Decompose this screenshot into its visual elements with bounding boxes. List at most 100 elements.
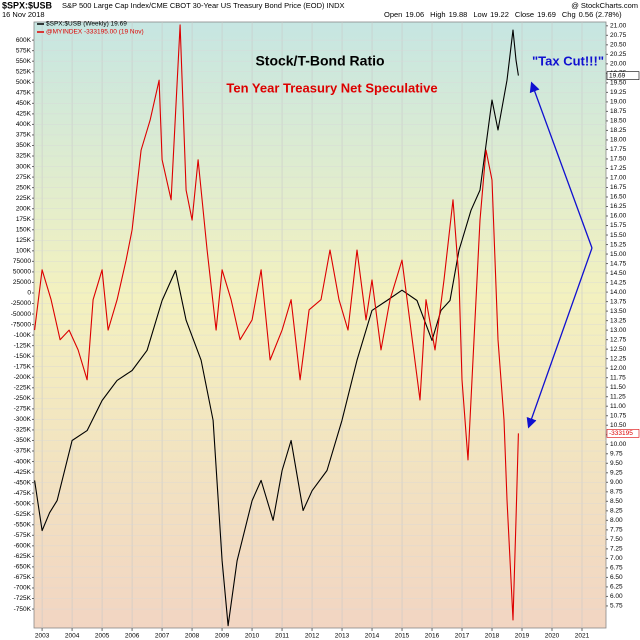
y-tick-label: -475K (14, 490, 32, 497)
x-tick-label: 2018 (485, 633, 500, 640)
y2-tick-label: 10.75 (610, 412, 627, 419)
y-tick-label: -675K (14, 574, 32, 581)
y2-tick-label: 5.75 (610, 603, 623, 610)
y2-tick-label: 18.50 (610, 118, 627, 125)
y2-tick-label: 11.00 (610, 403, 626, 410)
y-tick-label: -50000 (11, 311, 32, 318)
plot-area (33, 21, 607, 629)
x-tick-label: 2005 (95, 633, 110, 640)
quote-label: Low (473, 10, 487, 19)
x-tick-label: 2008 (185, 633, 200, 640)
y-tick-label: -325K (14, 427, 32, 434)
y-tick-label: -550K (14, 521, 32, 528)
y-tick-label: 0 (27, 290, 31, 297)
x-tick-label: 2006 (125, 633, 140, 640)
y2-tick-label: 20.75 (610, 32, 627, 39)
last-value-tag (606, 71, 640, 80)
y2-tick-label: 16.75 (610, 184, 627, 191)
x-tick-label: 2013 (335, 633, 350, 640)
y-tick-label: 25000 (13, 279, 31, 286)
symbol: $SPX:$USB (2, 0, 53, 10)
y2-tick-label: 7.00 (610, 555, 623, 562)
y-tick-label: -375K (14, 448, 32, 455)
y-tick-label: -750K (14, 606, 32, 613)
y2-tick-label: 7.50 (610, 536, 623, 543)
y2-tick-label: 18.25 (610, 127, 627, 134)
legend-label: $SPX:$USB (Weekly) 19.69 (46, 21, 127, 28)
y-tick-label: -400K (14, 458, 32, 465)
y2-tick-label: 8.75 (610, 489, 623, 496)
y2-tick-label: 17.50 (610, 156, 627, 163)
y-tick-label: 75000 (13, 258, 31, 265)
y-tick-label: -425K (14, 469, 32, 476)
y-tick-label: -100K (14, 332, 32, 339)
x-tick-label: 2012 (305, 633, 320, 640)
x-tick-label: 2014 (365, 633, 380, 640)
y2-tick-label: 21.00 (610, 23, 627, 30)
y2-tick-label: 16.25 (610, 203, 627, 210)
y-tick-label: 450K (16, 100, 32, 107)
y2-tick-label: 12.00 (610, 365, 627, 372)
y-tick-label: 325K (16, 153, 32, 160)
y-tick-label: 175K (16, 216, 32, 223)
x-tick-label: 2019 (515, 633, 530, 640)
x-tick-label: 2015 (395, 633, 410, 640)
y2-tick-label: 14.75 (610, 260, 627, 267)
x-tick-label: 2011 (275, 633, 289, 640)
y-tick-label: -175K (14, 363, 32, 370)
y2-tick-label: 6.00 (610, 593, 623, 600)
y2-tick-label: 20.00 (610, 61, 627, 68)
y-tick-label: 575K (16, 47, 32, 54)
y2-tick-label: 18.00 (610, 137, 627, 144)
y-tick-label: -450K (14, 479, 32, 486)
quote-value: 19.69 (537, 10, 556, 19)
quote-label: Close (515, 10, 534, 19)
y-tick-label: 300K (16, 163, 32, 170)
y-tick-label: -625K (14, 553, 32, 560)
annotation: Ten Year Treasury Net Speculative (226, 80, 437, 95)
y2-tick-label: 18.75 (610, 108, 627, 115)
y-tick-label: 500K (16, 79, 32, 86)
x-tick-label: 2021 (575, 633, 590, 640)
series-line (34, 24, 519, 621)
y-tick-label: -600K (14, 543, 32, 550)
x-tick-label: 2007 (155, 633, 170, 640)
y2-tick-label: 11.75 (610, 374, 626, 381)
y-tick-label: -25000 (11, 300, 32, 307)
last-value-tag (606, 429, 640, 438)
y-tick-label: -125K (14, 342, 32, 349)
last-value-label: -333195 (609, 430, 633, 437)
y2-tick-label: 9.50 (610, 460, 623, 467)
y-tick-label: -525K (14, 511, 32, 518)
quote-value: 19.22 (490, 10, 509, 19)
quote-label: Chg (562, 10, 576, 19)
y2-tick-label: 13.00 (610, 327, 627, 334)
y-tick-label: 525K (16, 68, 32, 75)
y2-tick-label: 9.00 (610, 479, 623, 486)
series-line (34, 29, 519, 627)
y2-tick-label: 14.00 (610, 289, 627, 296)
y2-tick-label: 12.25 (610, 355, 627, 362)
y2-tick-label: 20.50 (610, 42, 627, 49)
x-tick-label: 2016 (425, 633, 440, 640)
x-tick-label: 2003 (35, 633, 50, 640)
quote-value: 0.56 (2.78%) (579, 10, 622, 19)
x-tick-label: 2004 (65, 633, 80, 640)
arrow (529, 81, 593, 249)
y-tick-label: 250K (16, 184, 32, 191)
last-value-label: 19.69 (609, 72, 626, 79)
description: S&P 500 Large Cap Index/CME CBOT 30-Year… (62, 1, 344, 10)
y-tick-label: -150K (14, 353, 32, 360)
y2-tick-label: 14.50 (610, 270, 627, 277)
y2-tick-label: 17.00 (610, 175, 627, 182)
y2-tick-label: 16.50 (610, 194, 627, 201)
y2-tick-label: 8.25 (610, 508, 623, 515)
y2-tick-label: 13.25 (610, 317, 627, 324)
y-tick-label: 50000 (13, 269, 31, 276)
y2-tick-label: 9.25 (610, 470, 623, 477)
y2-tick-label: 20.25 (610, 51, 627, 58)
y2-tick-label: 17.75 (610, 146, 627, 153)
y2-tick-label: 19.00 (610, 99, 627, 106)
y2-tick-label: 15.00 (610, 251, 627, 258)
y-tick-label: 350K (16, 142, 32, 149)
